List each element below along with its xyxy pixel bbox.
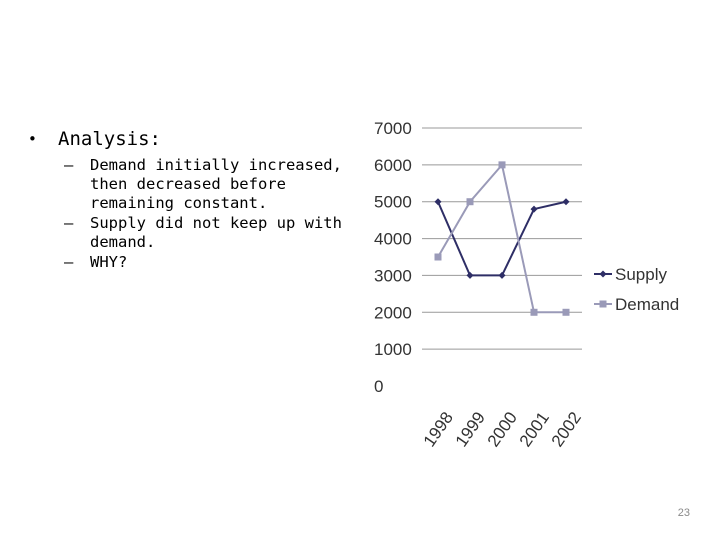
data-point-demand [562,308,570,316]
sub-bullet-supply: – Supply did not keep up with demand. [64,214,358,252]
data-point-demand [498,161,506,169]
bullet-dash: – [64,253,74,271]
page-number: 23 [677,507,690,519]
sub-bullet-list: – Demand initially increased, then decre… [28,156,358,272]
analysis-bullet: • Analysis: [28,126,358,152]
x-tick-label: 2002 [548,408,585,450]
sub-bullet-text: WHY? [90,253,128,271]
x-tick-label: 2001 [516,408,553,450]
data-point-supply [498,271,506,279]
data-point-supply [466,271,474,279]
legend: Supply Demand [594,265,679,314]
data-point-demand [466,198,474,206]
sub-bullet-why: – WHY? [64,253,358,272]
y-tick-label: 1000 [374,340,412,359]
gridlines [422,127,582,350]
sub-bullet-text: Demand initially increased, then decreas… [90,156,342,212]
y-tick-label: 4000 [374,230,412,249]
y-tick-label: 6000 [374,156,412,175]
y-tick-label: 0 [374,377,383,396]
analysis-heading: Analysis: [58,128,161,150]
y-tick-label: 5000 [374,193,412,212]
x-tick-label: 1998 [420,408,457,450]
y-tick-label: 3000 [374,266,412,285]
sub-bullet-text: Supply did not keep up with demand. [90,214,342,251]
legend-label-demand: Demand [615,295,679,314]
y-tick-label: 2000 [374,303,412,322]
series-layer [434,161,570,316]
legend-marker [599,270,607,278]
legend-marker [599,300,607,308]
bullet-dot: • [28,130,37,148]
data-point-demand [434,253,442,261]
legend-label-supply: Supply [615,265,667,284]
data-point-demand [530,308,538,316]
data-point-supply [434,198,442,206]
data-point-supply [562,198,570,206]
y-axis-tick-labels: 0 1000 2000 3000 4000 5000 6000 7000 [374,119,412,396]
data-point-supply [530,205,538,213]
bullet-dash: – [64,214,74,232]
x-tick-label: 1999 [452,408,489,450]
analysis-text-block: • Analysis: – Demand initially increased… [28,126,358,273]
bullet-dash: – [64,156,74,174]
sub-bullet-demand: – Demand initially increased, then decre… [64,156,358,213]
y-tick-label: 7000 [374,119,412,138]
x-tick-label: 2000 [484,408,521,450]
